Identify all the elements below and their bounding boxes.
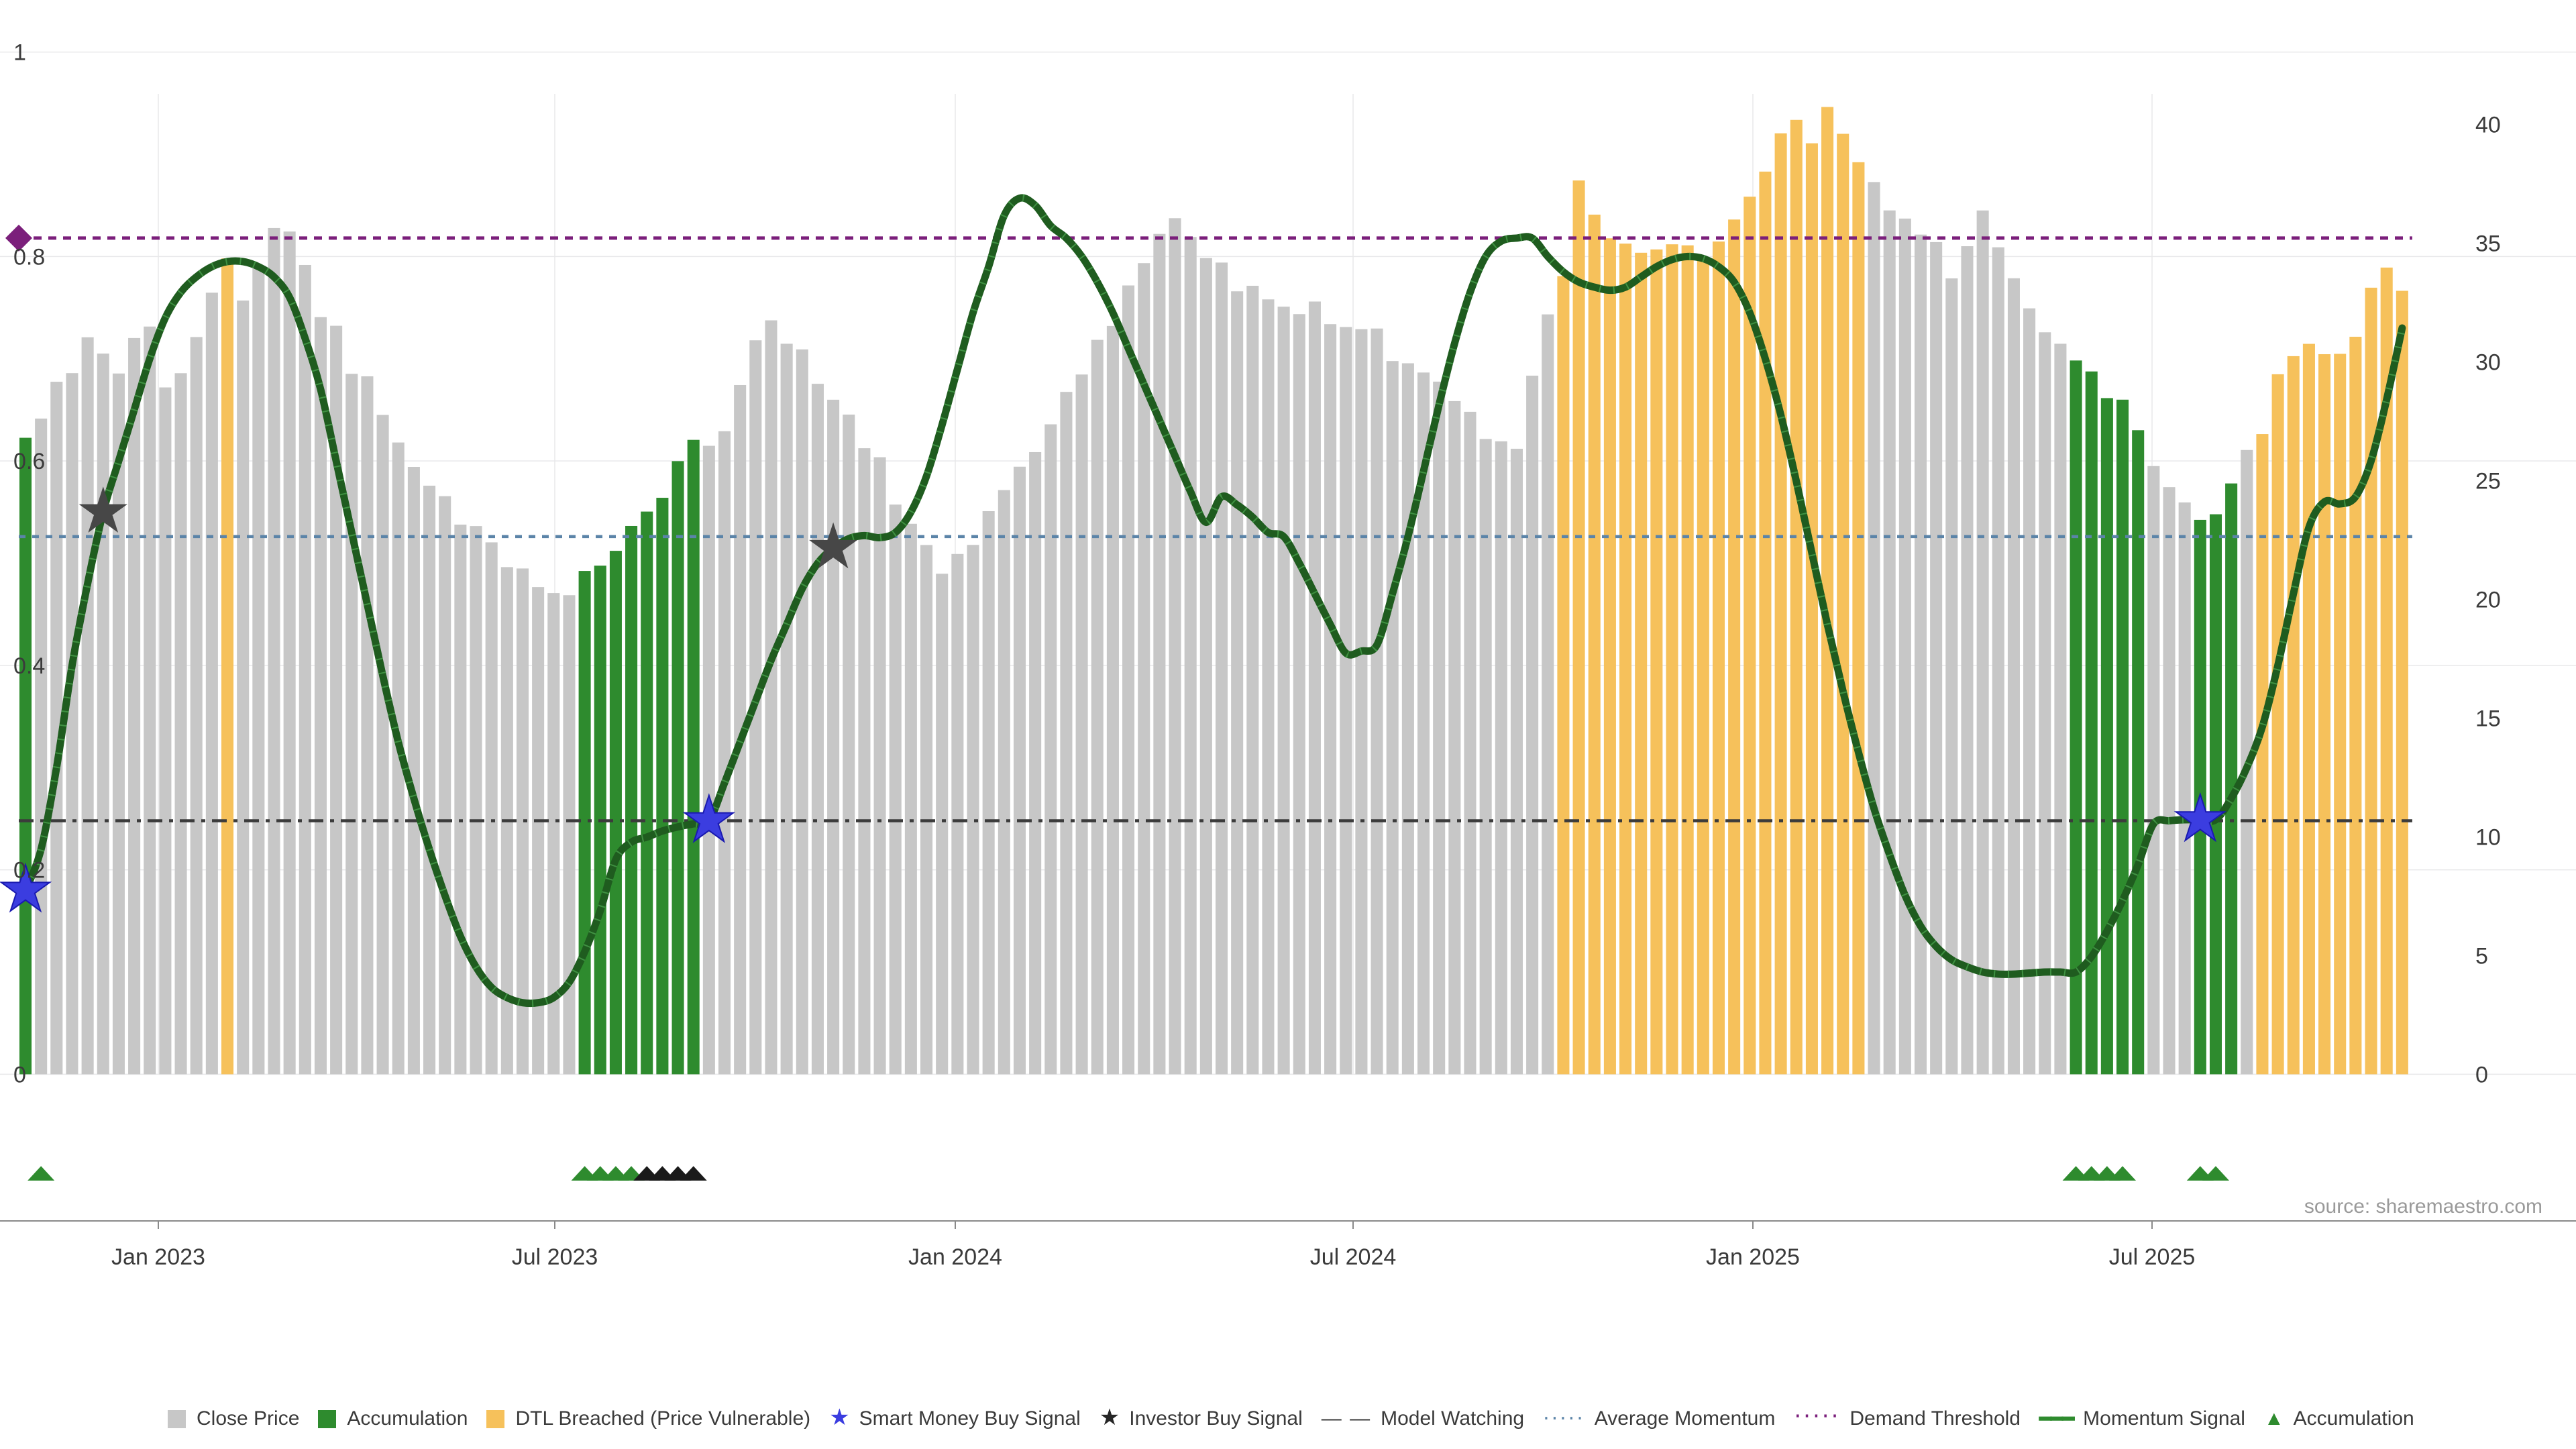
svg-text:0: 0	[13, 1062, 26, 1087]
svg-text:Jul 2024: Jul 2024	[1310, 1244, 1397, 1270]
svg-text:5: 5	[2475, 943, 2488, 969]
svg-text:0.8: 0.8	[13, 244, 45, 270]
svg-text:20: 20	[2475, 588, 2501, 613]
svg-text:0.2: 0.2	[13, 858, 45, 883]
svg-text:40: 40	[2475, 113, 2501, 138]
svg-text:Jul 2023: Jul 2023	[512, 1244, 598, 1270]
svg-text:0.6: 0.6	[13, 449, 45, 474]
svg-text:10: 10	[2475, 825, 2501, 851]
svg-text:source: sharemaestro.com: source: sharemaestro.com	[2304, 1195, 2542, 1218]
svg-text:25: 25	[2475, 469, 2501, 494]
svg-text:35: 35	[2475, 231, 2501, 257]
svg-text:Jan 2024: Jan 2024	[908, 1244, 1002, 1270]
svg-text:Jul 2025: Jul 2025	[2109, 1244, 2196, 1270]
svg-text:Jan 2023: Jan 2023	[111, 1244, 205, 1270]
svg-text:1: 1	[13, 40, 26, 66]
svg-text:Jan 2025: Jan 2025	[1706, 1244, 1800, 1270]
svg-text:0.4: 0.4	[13, 653, 45, 679]
svg-text:0: 0	[2475, 1062, 2488, 1087]
svg-text:30: 30	[2475, 350, 2501, 376]
svg-text:15: 15	[2475, 706, 2501, 732]
